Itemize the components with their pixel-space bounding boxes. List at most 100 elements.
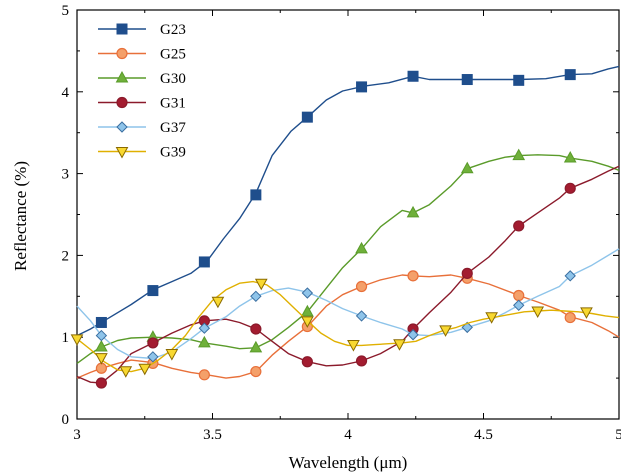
data-point-g23 (461, 74, 473, 86)
legend-marker (116, 23, 128, 35)
data-point-g23 (301, 111, 313, 123)
data-point-g31 (513, 220, 525, 232)
data-point-g39 (70, 334, 84, 346)
data-point-g31 (147, 337, 159, 349)
legend-item-g30: G30 (98, 70, 186, 87)
data-point-g23 (95, 316, 107, 328)
legend-label: G23 (160, 22, 186, 38)
series-group (70, 65, 620, 389)
data-point-g23 (407, 70, 419, 82)
data-point-g39 (254, 278, 268, 291)
data-point-g23 (513, 74, 525, 86)
legend-item-g37: G37 (98, 120, 186, 136)
legend-item-g23: G23 (98, 22, 186, 38)
data-point-g31 (95, 377, 107, 389)
legend-item-g25: G25 (98, 47, 186, 63)
data-point-g39 (119, 366, 133, 378)
legend-marker (115, 147, 129, 159)
data-point-g37 (513, 299, 525, 312)
axes: 3 3.5 4 4.5 5 0 1 2 3 4 5 (62, 3, 621, 443)
legend: G23 G25 G30 G31 G37 G39 (98, 22, 186, 161)
data-point-g37 (95, 329, 108, 342)
x-tick-label: 5 (615, 427, 621, 443)
data-point-g30 (249, 340, 263, 353)
data-point-g30 (460, 161, 474, 174)
data-point-g25 (250, 365, 262, 378)
data-point-g30 (301, 304, 314, 317)
series-line-g37 (76, 248, 620, 360)
y-tick-label: 3 (62, 167, 70, 183)
data-point-g39 (439, 325, 452, 337)
legend-item-g31: G31 (98, 96, 186, 112)
x-tick-label: 4.5 (474, 427, 493, 443)
data-point-g30 (198, 335, 211, 348)
legend-label: G25 (160, 47, 186, 63)
data-point-g39 (95, 353, 108, 365)
data-point-g25 (355, 280, 368, 293)
x-tick-label: 4 (344, 427, 352, 443)
series-line-g39 (76, 280, 620, 373)
legend-item-g39: G39 (98, 145, 186, 161)
data-point-g31 (461, 267, 473, 279)
data-point-g37 (198, 322, 211, 334)
data-point-g23 (250, 189, 262, 201)
series-g30 (76, 148, 620, 364)
data-point-g25 (198, 369, 210, 381)
legend-label: G30 (160, 71, 186, 87)
data-point-g31 (564, 182, 576, 194)
data-point-g25 (95, 362, 107, 374)
x-tick-label: 3 (73, 427, 81, 443)
data-point-g37 (301, 287, 314, 299)
x-axis-title: Wavelength (μm) (289, 453, 408, 472)
y-tick-label: 5 (62, 3, 70, 19)
data-point-g39 (485, 312, 498, 324)
data-point-g37 (564, 270, 576, 282)
data-point-g37 (250, 290, 262, 303)
data-point-g30 (406, 205, 420, 218)
series-g37 (76, 248, 620, 363)
data-point-g39 (531, 306, 545, 319)
data-point-g23 (356, 81, 368, 93)
data-point-g25 (407, 270, 419, 282)
series-line-g30 (76, 154, 620, 364)
data-point-g39 (165, 349, 179, 361)
legend-label: G39 (160, 145, 186, 161)
data-point-g25 (564, 311, 576, 324)
data-point-g39 (211, 296, 225, 309)
series-line-g31 (76, 165, 620, 384)
legend-marker (116, 121, 128, 133)
data-point-g37 (147, 351, 159, 363)
y-tick-label: 1 (62, 330, 70, 346)
data-point-g39 (347, 340, 360, 352)
legend-label: G31 (160, 96, 186, 112)
data-point-g23 (198, 256, 210, 268)
y-tick-label: 2 (62, 248, 70, 264)
data-point-g23 (147, 285, 159, 297)
series-g39 (70, 278, 620, 378)
data-point-g39 (393, 339, 406, 351)
legend-marker (116, 47, 128, 60)
data-point-g37 (407, 329, 419, 341)
data-point-g39 (580, 307, 593, 319)
legend-marker (116, 96, 128, 109)
data-point-g39 (301, 316, 314, 328)
data-point-g25 (513, 289, 525, 302)
data-point-g30 (512, 148, 526, 161)
data-point-g30 (355, 241, 368, 254)
data-point-g23 (564, 69, 576, 81)
y-tick-label: 0 (62, 412, 70, 428)
series-line-g23 (76, 65, 620, 337)
legend-marker (115, 70, 129, 83)
series-g31 (76, 165, 620, 389)
y-tick-label: 4 (62, 85, 70, 101)
y-axis-title: Reflectance (%) (11, 161, 30, 271)
data-point-g31 (250, 323, 262, 335)
data-point-g30 (563, 151, 577, 163)
data-point-g31 (355, 355, 368, 367)
data-point-g37 (355, 310, 368, 322)
plot-frame (76, 9, 620, 420)
data-point-g39 (138, 363, 152, 376)
x-tick-label: 3.5 (203, 427, 222, 443)
series-g23 (76, 65, 620, 337)
